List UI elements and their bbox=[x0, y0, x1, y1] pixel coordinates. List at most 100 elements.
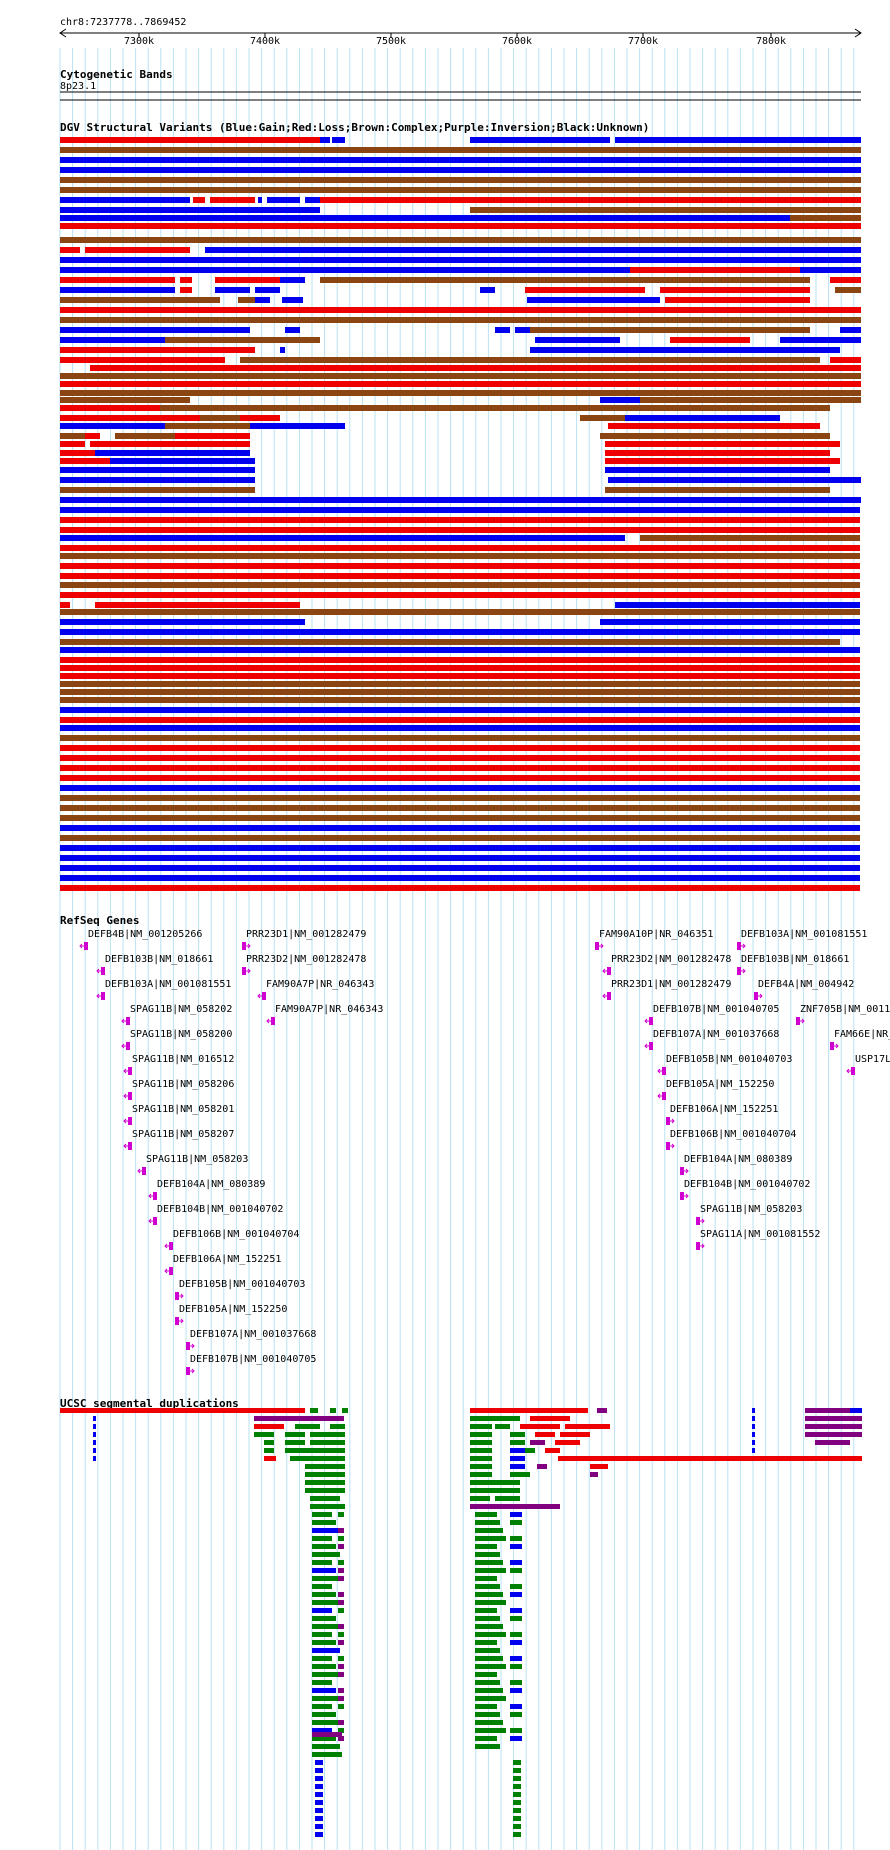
refseq-gene[interactable]: SPAG11B|NM_058206 bbox=[123, 1079, 234, 1100]
segdup-block[interactable] bbox=[254, 1416, 344, 1421]
segdup-block[interactable] bbox=[850, 1408, 862, 1413]
segdup-block[interactable] bbox=[530, 1440, 545, 1445]
segdup-block[interactable] bbox=[510, 1688, 522, 1693]
dgv-variant[interactable] bbox=[60, 745, 860, 751]
segdup-block[interactable] bbox=[510, 1512, 522, 1517]
segdup-block[interactable] bbox=[305, 1480, 345, 1485]
segdup-block[interactable] bbox=[470, 1448, 492, 1453]
segdup-block[interactable] bbox=[752, 1448, 755, 1453]
dgv-variant[interactable] bbox=[60, 257, 861, 263]
segdup-block[interactable] bbox=[338, 1536, 344, 1541]
refseq-gene[interactable]: PRR23D1|NM_001282479 bbox=[602, 979, 731, 1000]
dgv-variant[interactable] bbox=[282, 297, 303, 303]
segdup-block[interactable] bbox=[510, 1544, 522, 1549]
dgv-variant[interactable] bbox=[750, 267, 800, 273]
segdup-block[interactable] bbox=[513, 1768, 521, 1773]
segdup-block[interactable] bbox=[475, 1696, 506, 1701]
segdup-block[interactable] bbox=[310, 1496, 340, 1501]
refseq-gene[interactable]: SPAG11B|NM_058202 bbox=[121, 1004, 232, 1025]
segdup-block[interactable] bbox=[590, 1472, 598, 1477]
segdup-block[interactable] bbox=[510, 1616, 522, 1621]
segdup-block[interactable] bbox=[315, 1832, 323, 1837]
segdup-block[interactable] bbox=[815, 1440, 850, 1445]
refseq-gene[interactable]: DEFB104B|NM_001040702 bbox=[148, 1204, 283, 1225]
dgv-variant[interactable] bbox=[830, 277, 861, 283]
segdup-block[interactable] bbox=[475, 1720, 503, 1725]
segdup-block[interactable] bbox=[560, 1432, 590, 1437]
dgv-variant[interactable] bbox=[60, 775, 860, 781]
dgv-variant[interactable] bbox=[60, 247, 80, 253]
dgv-variant[interactable] bbox=[60, 327, 90, 333]
dgv-variant[interactable] bbox=[60, 157, 861, 163]
segdup-block[interactable] bbox=[338, 1632, 344, 1637]
segdup-block[interactable] bbox=[513, 1800, 521, 1805]
dgv-variant[interactable] bbox=[60, 467, 110, 473]
segdup-block[interactable] bbox=[752, 1416, 755, 1421]
segdup-block[interactable] bbox=[475, 1528, 503, 1533]
dgv-variant[interactable] bbox=[60, 765, 860, 771]
refseq-gene[interactable]: SPAG11B|NM_058203 bbox=[137, 1154, 248, 1175]
dgv-variant[interactable] bbox=[258, 197, 262, 203]
refseq-gene[interactable]: DEFB104A|NM_080389 bbox=[148, 1179, 265, 1200]
segdup-block[interactable] bbox=[338, 1640, 344, 1645]
segdup-block[interactable] bbox=[510, 1680, 522, 1685]
dgv-variant[interactable] bbox=[470, 137, 610, 143]
segdup-block[interactable] bbox=[545, 1448, 560, 1453]
refseq-gene[interactable]: DEFB4B|NM_001205266 bbox=[79, 929, 202, 950]
segdup-block[interactable] bbox=[520, 1424, 560, 1429]
segdup-block[interactable] bbox=[475, 1576, 497, 1581]
segdup-block[interactable] bbox=[510, 1568, 522, 1573]
segdup-block[interactable] bbox=[752, 1408, 755, 1413]
dgv-variant[interactable] bbox=[175, 433, 250, 439]
refseq-gene[interactable]: SPAG11B|NM_058203 bbox=[696, 1204, 802, 1225]
dgv-variant[interactable] bbox=[60, 337, 165, 343]
dgv-variant[interactable] bbox=[320, 137, 330, 143]
segdup-block[interactable] bbox=[513, 1832, 521, 1837]
dgv-variant[interactable] bbox=[780, 337, 861, 343]
dgv-variant[interactable] bbox=[480, 287, 495, 293]
segdup-block[interactable] bbox=[597, 1408, 607, 1413]
segdup-block[interactable] bbox=[510, 1584, 522, 1589]
segdup-block[interactable] bbox=[93, 1424, 96, 1429]
dgv-variant[interactable] bbox=[285, 327, 300, 333]
segdup-block[interactable] bbox=[330, 1408, 336, 1413]
segdup-block[interactable] bbox=[470, 1488, 520, 1493]
dgv-variant[interactable] bbox=[60, 297, 220, 303]
segdup-block[interactable] bbox=[285, 1440, 305, 1445]
dgv-variant[interactable] bbox=[495, 327, 510, 333]
refseq-gene[interactable]: DEFB105A|NM_152250 bbox=[175, 1304, 287, 1325]
refseq-gene[interactable]: FAM66E|NR_ bbox=[830, 1029, 890, 1050]
dgv-variant[interactable] bbox=[60, 815, 860, 821]
segdup-block[interactable] bbox=[510, 1664, 522, 1669]
dgv-variant[interactable] bbox=[790, 215, 861, 221]
segdup-block[interactable] bbox=[470, 1472, 492, 1477]
refseq-gene[interactable]: DEFB107B|NM_001040705 bbox=[186, 1354, 316, 1375]
segdup-block[interactable] bbox=[338, 1592, 344, 1597]
dgv-variant[interactable] bbox=[193, 197, 205, 203]
dgv-variant[interactable] bbox=[60, 563, 860, 569]
segdup-block[interactable] bbox=[338, 1672, 344, 1677]
segdup-block[interactable] bbox=[264, 1440, 274, 1445]
dgv-variant[interactable] bbox=[60, 735, 860, 741]
dgv-variant[interactable] bbox=[580, 415, 625, 421]
segdup-block[interactable] bbox=[475, 1552, 500, 1557]
segdup-block[interactable] bbox=[312, 1576, 340, 1581]
dgv-variant[interactable] bbox=[60, 373, 861, 379]
refseq-gene[interactable]: SPAG11B|NM_058201 bbox=[123, 1104, 234, 1125]
segdup-block[interactable] bbox=[312, 1704, 332, 1709]
dgv-variant[interactable] bbox=[60, 689, 860, 695]
dgv-variant[interactable] bbox=[85, 247, 190, 253]
dgv-variant[interactable] bbox=[110, 458, 255, 464]
segdup-block[interactable] bbox=[254, 1432, 274, 1437]
segdup-block[interactable] bbox=[338, 1624, 344, 1629]
refseq-gene[interactable]: DEFB107B|NM_001040705 bbox=[644, 1004, 779, 1025]
segdup-block[interactable] bbox=[475, 1520, 500, 1525]
segdup-block[interactable] bbox=[470, 1480, 520, 1485]
dgv-variant[interactable] bbox=[60, 619, 305, 625]
dgv-variant[interactable] bbox=[60, 223, 861, 229]
dgv-variant[interactable] bbox=[280, 277, 305, 283]
segdup-block[interactable] bbox=[315, 1792, 323, 1797]
segdup-block[interactable] bbox=[475, 1544, 497, 1549]
segdup-block[interactable] bbox=[312, 1592, 336, 1597]
dgv-variant[interactable] bbox=[60, 317, 861, 323]
